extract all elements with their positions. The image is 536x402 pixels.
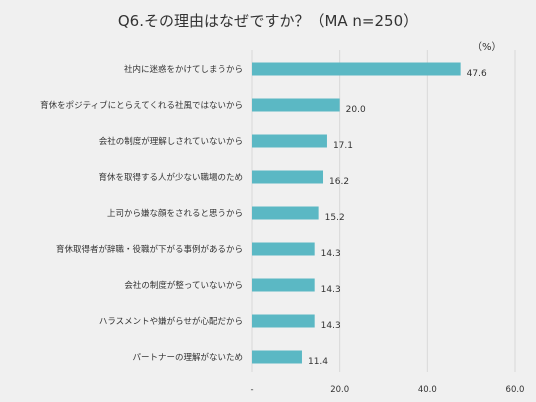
value-label: 15.2 xyxy=(325,213,345,223)
bar xyxy=(252,98,340,112)
value-label: 47.6 xyxy=(467,69,487,79)
bar xyxy=(252,62,461,76)
bar xyxy=(252,134,327,148)
category-label: 社内に迷惑をかけてしまうから xyxy=(124,64,243,75)
category-labels: 社内に迷惑をかけてしまうから育休をポジティブにとらえてくれる社風ではないから会社… xyxy=(40,64,243,363)
chart-title: Q6.その理由はなぜですか？（MA n=250） xyxy=(117,12,419,30)
x-tick-label: - xyxy=(250,385,253,395)
value-label: 16.2 xyxy=(329,177,349,187)
value-label: 14.3 xyxy=(321,321,341,331)
x-tick-label: 20.0 xyxy=(330,385,349,395)
category-label: 上司から嫌な顔をされると思うから xyxy=(107,208,243,219)
bars xyxy=(252,62,461,364)
value-label: 17.1 xyxy=(333,141,353,151)
category-label: 育休取得者が辞職・役職が下がる事例があるから xyxy=(56,244,243,255)
value-label: 14.3 xyxy=(321,285,341,295)
bar xyxy=(252,278,315,292)
category-label: パートナーの理解がないため xyxy=(132,352,243,363)
value-label: 14.3 xyxy=(321,249,341,259)
bar xyxy=(252,170,324,184)
category-label: 会社の制度が理解しされていないから xyxy=(99,136,243,147)
value-label: 11.4 xyxy=(308,357,328,367)
bar xyxy=(252,206,319,220)
value-label: 20.0 xyxy=(346,105,366,115)
category-label: 育休をポジティブにとらえてくれる社風ではないから xyxy=(40,100,243,111)
value-labels: 47.6 20.0 17.1 16.2 15.2 14.3 14.3 14.3 11.4 xyxy=(308,69,487,367)
bar xyxy=(252,314,315,328)
bar xyxy=(252,350,302,364)
category-label: 会社の制度が整っていないから xyxy=(124,280,243,291)
x-tick-label: 60.0 xyxy=(506,385,525,395)
category-label: 育休を取得する人が少ない職場のため xyxy=(98,172,243,183)
unit-label: （%） xyxy=(472,42,502,53)
bar xyxy=(252,242,315,256)
x-tick-label: 40.0 xyxy=(418,385,437,395)
x-axis-ticks: - 20.0 40.0 60.0 xyxy=(250,385,524,395)
category-label: ハラスメントや嫌がらせが心配だから xyxy=(99,316,243,327)
